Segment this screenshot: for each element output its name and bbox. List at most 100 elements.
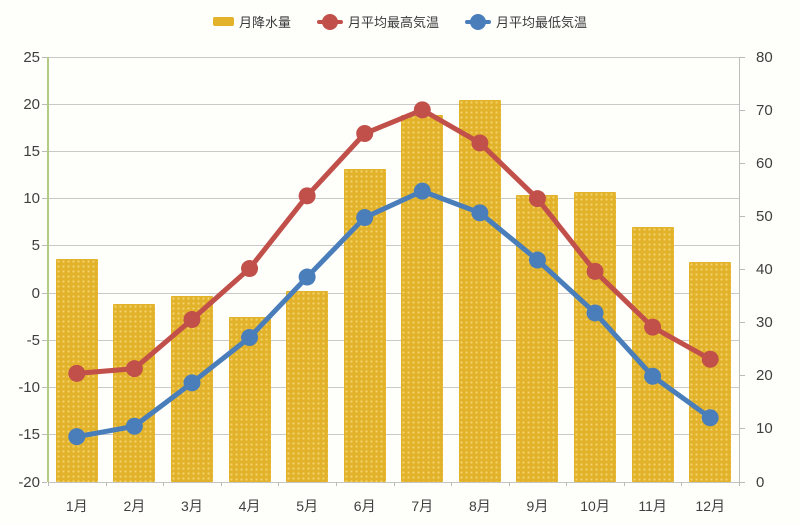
- x-axis-label: 12月: [695, 498, 725, 514]
- y-axis-left-tick: [42, 292, 47, 294]
- h-gridline: [48, 56, 739, 58]
- y-axis-left-label: -20: [18, 473, 40, 491]
- x-axis-label: 11月: [638, 498, 667, 514]
- precipitation-bar: [458, 99, 501, 482]
- line-point-marker: [701, 350, 719, 368]
- line-point-marker: [125, 360, 143, 378]
- line-point-marker: [644, 367, 662, 385]
- x-axis-tick: [48, 482, 49, 486]
- y-axis-left-label: -5: [26, 331, 40, 349]
- h-gridline: [48, 434, 739, 436]
- temperature-lines: [68, 101, 719, 446]
- max-temp-line: [74, 107, 713, 376]
- legend-label-min-temp: 月平均最低気温: [496, 15, 588, 30]
- h-gridline: [48, 339, 739, 341]
- x-axis-tick: [623, 482, 625, 486]
- line-point-marker: [183, 311, 201, 329]
- line-point-marker: [241, 329, 259, 346]
- x-axis-label: 7月: [411, 498, 434, 514]
- legend-item-max-temp: 月平均最高気温: [316, 12, 439, 31]
- x-axis-tick: [393, 482, 395, 486]
- y-axis-left-tick: [42, 387, 47, 389]
- line-point-marker: [413, 101, 431, 119]
- x-axis-tick: [508, 482, 510, 486]
- y-axis-left-tick: [42, 56, 47, 58]
- y-axis-right-tick: [740, 322, 745, 324]
- x-axis-label: 1月: [65, 498, 88, 514]
- y-axis-left-label: 0: [31, 284, 40, 302]
- line-point-marker: [356, 125, 374, 142]
- min-temp-line: [74, 188, 713, 440]
- line-point-marker: [586, 262, 604, 280]
- legend-label-precipitation: 月降水量: [238, 15, 291, 30]
- max-temp-line-swatch-icon: [316, 13, 343, 30]
- y-axis-left-tick: [42, 339, 47, 341]
- x-axis-label: 9月: [526, 498, 549, 514]
- x-axis-tick: [739, 482, 740, 486]
- line-point-marker: [644, 318, 662, 336]
- y-axis-left-line: [47, 57, 49, 482]
- precipitation-bar: [631, 227, 674, 482]
- line-point-marker: [241, 260, 259, 278]
- x-axis-tick: [451, 482, 453, 486]
- x-axis-label: 5月: [296, 498, 319, 514]
- y-axis-right-tick: [740, 428, 745, 430]
- line-point-marker: [125, 417, 143, 435]
- y-axis-left-label: 5: [31, 237, 40, 255]
- precipitation-bar: [574, 192, 617, 482]
- line-point-marker: [68, 428, 86, 446]
- line-point-marker: [183, 374, 201, 392]
- h-gridline: [48, 103, 739, 105]
- h-gridline: [48, 292, 739, 294]
- x-axis-tick: [220, 482, 222, 486]
- precipitation-bar: [516, 195, 559, 482]
- y-axis-right-label: 80: [756, 48, 773, 66]
- precipitation-bar-swatch-icon: [212, 17, 234, 26]
- x-axis-tick: [105, 482, 107, 486]
- min-temp-line-swatch-icon: [465, 13, 491, 30]
- x-axis-tick: [335, 482, 337, 486]
- line-point-marker: [298, 187, 316, 205]
- x-axis-tick: [163, 482, 165, 486]
- y-axis-right-label: 70: [756, 101, 773, 119]
- y-axis-right-tick: [740, 109, 745, 111]
- line-point-marker: [471, 204, 489, 222]
- precipitation-bar: [401, 115, 444, 482]
- legend-item-precipitation: 月降水量: [212, 12, 291, 31]
- chart-legend: 月降水量 月平均最高気温 月平均最低気温: [0, 12, 800, 31]
- line-point-marker: [413, 182, 431, 200]
- legend-label-max-temp: 月平均最高気温: [347, 15, 439, 30]
- y-axis-right-label: 60: [756, 154, 773, 172]
- y-axis-right-tick: [740, 375, 745, 377]
- y-axis-left-label: -10: [18, 379, 40, 397]
- y-axis-right-tick: [740, 56, 745, 58]
- y-axis-left-label: -15: [18, 426, 40, 444]
- y-axis-right-tick: [740, 481, 745, 483]
- y-axis-left-label: 10: [23, 190, 40, 208]
- y-axis-right-tick: [740, 215, 745, 217]
- line-point-marker: [701, 409, 719, 427]
- y-axis-left-tick: [42, 198, 47, 200]
- precipitation-bar: [113, 304, 156, 482]
- x-axis-label: 3月: [181, 498, 203, 514]
- y-axis-left-label: 20: [23, 95, 40, 113]
- y-axis-right-tick: [740, 162, 745, 164]
- y-axis-right-line: [739, 57, 740, 482]
- line-point-marker: [471, 134, 489, 152]
- x-axis-tick: [566, 482, 568, 486]
- precipitation-bar: [343, 168, 386, 482]
- y-axis-left-label: 25: [23, 48, 40, 66]
- y-axis-right-label: 50: [756, 207, 773, 225]
- line-point-marker: [528, 251, 546, 269]
- precipitation-bar: [286, 290, 329, 482]
- line-point-marker: [528, 190, 546, 208]
- h-gridline: [48, 245, 739, 247]
- h-gridline: [48, 387, 739, 389]
- line-point-marker: [68, 364, 86, 382]
- y-axis-right-label: 10: [756, 420, 773, 438]
- x-axis-label: 10月: [580, 498, 610, 514]
- y-axis-right-label: 0: [756, 473, 765, 491]
- y-axis-left-label: 15: [23, 142, 40, 160]
- y-axis-left-tick: [42, 434, 47, 436]
